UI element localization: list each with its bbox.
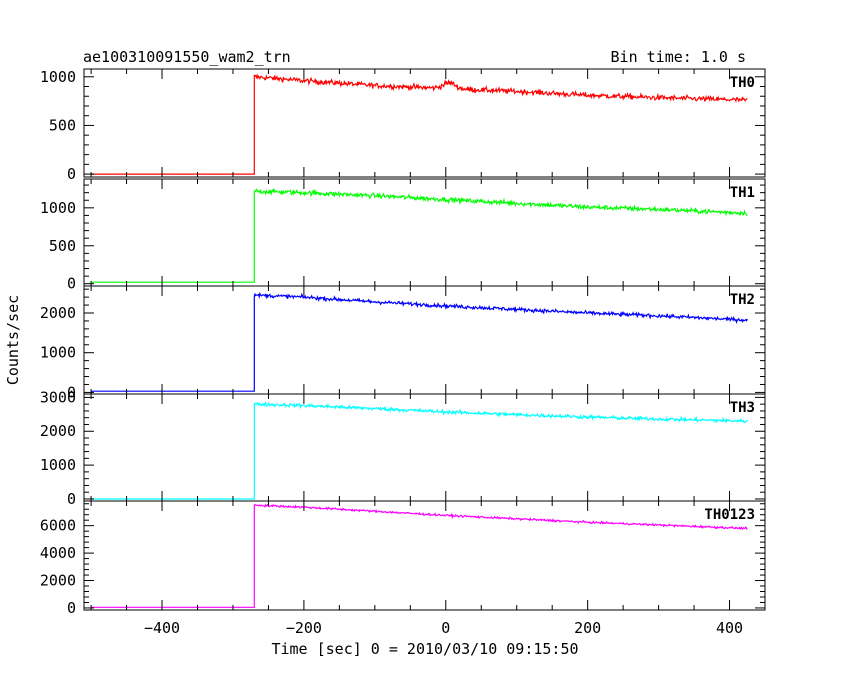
x-tick-label: 400 [716,619,743,637]
y-tick-label: 2000 [40,422,76,440]
y-axis-label: Counts/sec [4,295,22,385]
x-axis-label: Time [sec] 0 = 2010/03/10 09:15:50 [271,640,578,658]
panel-th3: 0 1000 2000 3000 TH3 [40,388,766,508]
panel-label-th3: TH3 [730,400,755,416]
y-tick-label: 2000 [40,572,76,590]
x-tick-label: −400 [144,619,180,637]
y-tick-label: 500 [49,116,76,134]
panel-frame [83,500,766,611]
panel-frame [83,285,766,395]
x-tick-label: 200 [574,619,601,637]
panel-th0: 0 500 1000 TH0 [40,68,766,183]
panel-label-th0123: TH0123 [704,507,755,523]
y-tick-label: 500 [49,237,76,255]
y-tick-label: 1000 [40,199,76,217]
panel-frame [83,68,766,178]
y-tick-label: 0 [67,599,76,617]
series-th2 [91,291,748,392]
y-tick-label: 6000 [40,517,76,535]
y-tick-label: 1000 [40,68,76,86]
y-tick-label: 2000 [40,304,76,322]
series-th0123 [91,503,748,608]
x-tick-label: 0 [441,619,450,637]
y-tick-label: 0 [67,490,76,508]
y-tick-label: 0 [67,383,76,401]
panel-th0123: 0 2000 4000 6000 TH0123 [40,500,766,617]
chart-title: ae100310091550_wam2_trn [83,48,291,66]
panel-label-th2: TH2 [730,292,755,308]
panel-frame [83,178,766,287]
panel-frame [83,393,766,502]
series-th0 [91,73,748,175]
panel-th2: 0 1000 2000 TH2 [40,285,766,401]
y-tick-label: 1000 [40,344,76,362]
panel-label-th1: TH1 [730,185,755,201]
y-tick-label: 3000 [40,388,76,406]
y-tick-label: 0 [67,275,76,293]
series-th3 [91,401,748,500]
series-th1 [91,188,748,283]
x-tick-label: −200 [286,619,322,637]
panel-label-th0: TH0 [730,75,755,91]
panel-th1: 0 500 1000 TH1 [40,178,766,293]
y-tick-label: 4000 [40,544,76,562]
y-tick-label: 0 [67,165,76,183]
y-tick-label: 1000 [40,456,76,474]
bin-time-label: Bin time: 1.0 s [611,48,746,66]
